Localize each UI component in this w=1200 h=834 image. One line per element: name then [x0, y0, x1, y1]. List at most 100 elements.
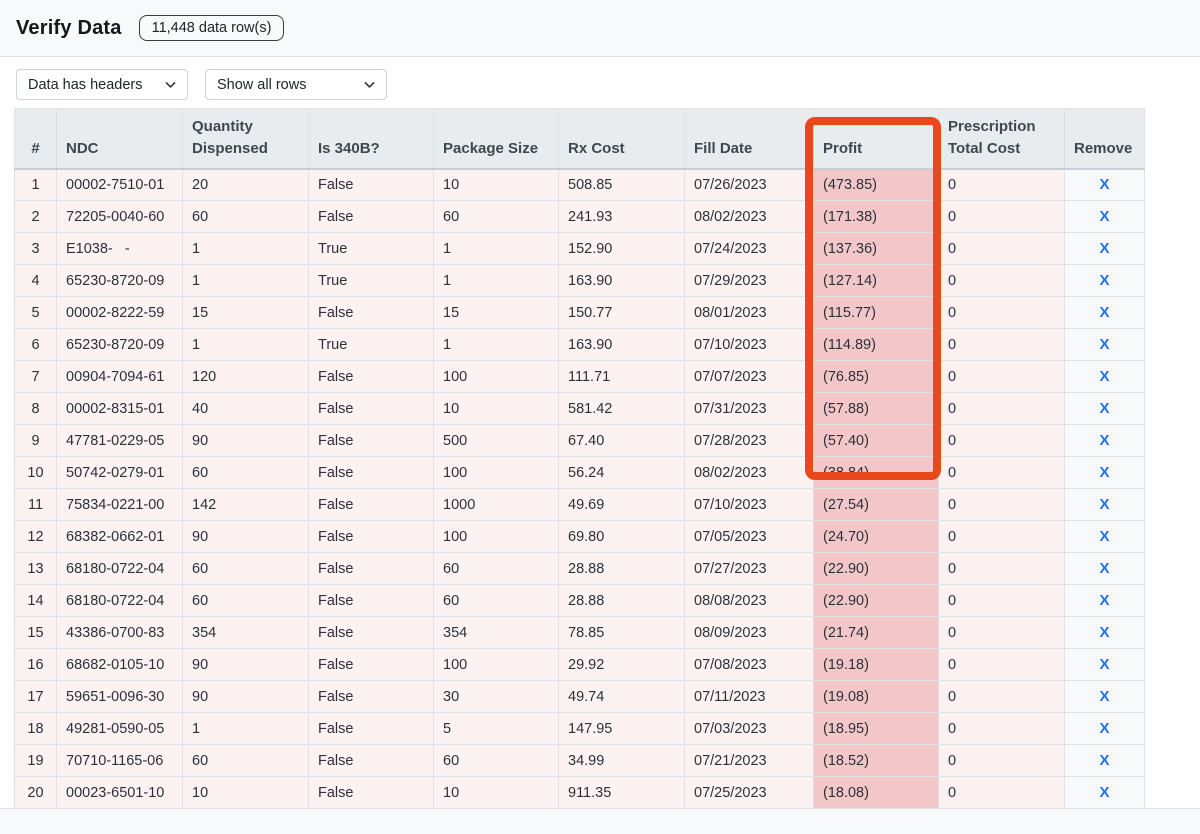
remove-row-link[interactable]: X	[1099, 720, 1110, 737]
cell-profit: (57.40)	[813, 424, 939, 457]
remove-row-link[interactable]: X	[1099, 528, 1110, 545]
cell-rx-total-cost: 0	[938, 744, 1065, 777]
cell-package-size: 60	[433, 584, 559, 617]
show-all-rows-select[interactable]: Show all rows	[205, 69, 387, 100]
remove-row-link[interactable]: X	[1099, 592, 1110, 609]
cell-profit: (38.84)	[813, 456, 939, 489]
cell-package-size: 5	[433, 712, 559, 745]
remove-row-link[interactable]: X	[1099, 208, 1110, 225]
data-has-headers-select[interactable]: Data has headers	[16, 69, 188, 100]
cell-num: 19	[14, 744, 57, 777]
cell-ndc: 65230-8720-09	[56, 264, 183, 297]
column-header-quantity-dispensed: Quantity Dispensed	[182, 108, 309, 170]
cell-fill-date: 07/26/2023	[684, 168, 814, 201]
verify-data-table-wrap: # NDC Quantity Dispensed Is 340B? Package Si…	[14, 108, 1186, 809]
remove-row-link[interactable]: X	[1099, 432, 1110, 449]
remove-row-link[interactable]: X	[1099, 304, 1110, 321]
cell-profit: (18.95)	[813, 712, 939, 745]
cell-remove: X	[1064, 648, 1145, 681]
cell-rx-cost: 152.90	[558, 232, 685, 265]
remove-row-link[interactable]: X	[1099, 688, 1110, 705]
remove-row-link[interactable]: X	[1099, 656, 1110, 673]
cell-qty: 90	[182, 680, 309, 713]
cell-ndc: 47781-0229-05	[56, 424, 183, 457]
cell-fill-date: 07/11/2023	[684, 680, 814, 713]
remove-row-link[interactable]: X	[1099, 560, 1110, 577]
column-header-package-size: Package Size	[433, 108, 559, 170]
cell-is-340b: False	[308, 200, 434, 233]
table-row: 5 00002-8222-59 15 False 15 150.77 08/01/2023(…	[14, 296, 1145, 329]
cell-profit: (22.90)	[813, 552, 939, 585]
cell-remove: X	[1064, 232, 1145, 265]
page-header-bar: Verify Data 11,448 data row(s)	[0, 0, 1200, 57]
column-header-profit: Profit	[813, 108, 939, 170]
table-row: 11 75834-0221-00 142 False 1000 49.69 07/10/20…	[14, 488, 1145, 521]
cell-is-340b: False	[308, 776, 434, 809]
remove-row-link[interactable]: X	[1099, 784, 1110, 801]
table-row: 2 72205-0040-60 60 False 60 241.93 08/02/2023(…	[14, 200, 1145, 233]
remove-row-link[interactable]: X	[1099, 464, 1110, 481]
cell-rx-cost: 49.74	[558, 680, 685, 713]
remove-row-link[interactable]: X	[1099, 624, 1110, 641]
cell-rx-cost: 56.24	[558, 456, 685, 489]
cell-num: 10	[14, 456, 57, 489]
remove-row-link[interactable]: X	[1099, 496, 1110, 513]
cell-rx-total-cost: 0	[938, 712, 1065, 745]
cell-profit: (76.85)	[813, 360, 939, 393]
cell-remove: X	[1064, 488, 1145, 521]
cell-rx-total-cost: 0	[938, 168, 1065, 201]
cell-rx-total-cost: 0	[938, 648, 1065, 681]
cell-qty: 40	[182, 392, 309, 425]
remove-row-link[interactable]: X	[1099, 272, 1110, 289]
cell-ndc: 68180-0722-04	[56, 584, 183, 617]
cell-rx-total-cost: 0	[938, 552, 1065, 585]
cell-rx-cost: 34.99	[558, 744, 685, 777]
cell-remove: X	[1064, 616, 1145, 649]
cell-fill-date: 07/28/2023	[684, 424, 814, 457]
cell-remove: X	[1064, 168, 1145, 201]
cell-rx-total-cost: 0	[938, 328, 1065, 361]
cell-remove: X	[1064, 776, 1145, 809]
cell-package-size: 1	[433, 264, 559, 297]
table-row: 14 68180-0722-04 60 False 60 28.88 08/08/2023(…	[14, 584, 1145, 617]
cell-is-340b: True	[308, 264, 434, 297]
column-header-prescription-total-cost: Prescription Total Cost	[938, 108, 1065, 170]
row-count-badge: 11,448 data row(s)	[138, 15, 285, 41]
cell-num: 16	[14, 648, 57, 681]
remove-row-link[interactable]: X	[1099, 368, 1110, 385]
cell-remove: X	[1064, 328, 1145, 361]
cell-is-340b: False	[308, 456, 434, 489]
data-has-headers-select-value: Data has headers	[28, 76, 143, 93]
cell-rx-total-cost: 0	[938, 584, 1065, 617]
cell-num: 20	[14, 776, 57, 809]
cell-is-340b: False	[308, 712, 434, 745]
table-row: 13 68180-0722-04 60 False 60 28.88 07/27/2023(…	[14, 552, 1145, 585]
cell-ndc: 49281-0590-05	[56, 712, 183, 745]
cell-ndc: 65230-8720-09	[56, 328, 183, 361]
cell-profit: (114.89)	[813, 328, 939, 361]
cell-package-size: 1000	[433, 488, 559, 521]
cell-package-size: 10	[433, 168, 559, 201]
cell-fill-date: 07/27/2023	[684, 552, 814, 585]
remove-row-link[interactable]: X	[1099, 400, 1110, 417]
cell-package-size: 10	[433, 776, 559, 809]
cell-is-340b: True	[308, 328, 434, 361]
cell-ndc: 00023-6501-10	[56, 776, 183, 809]
remove-row-link[interactable]: X	[1099, 176, 1110, 194]
table-row: 8 00002-8315-01 40 False 10 581.42 07/31/2023(…	[14, 392, 1145, 425]
remove-row-link[interactable]: X	[1099, 336, 1110, 353]
cell-fill-date: 07/31/2023	[684, 392, 814, 425]
cell-remove: X	[1064, 584, 1145, 617]
cell-profit: (137.36)	[813, 232, 939, 265]
cell-package-size: 100	[433, 520, 559, 553]
cell-profit: (115.77)	[813, 296, 939, 329]
cell-remove: X	[1064, 296, 1145, 329]
remove-row-link[interactable]: X	[1099, 240, 1110, 257]
table-row: 9 47781-0229-05 90 False 500 67.40 07/28/2023(…	[14, 424, 1145, 457]
cell-qty: 90	[182, 648, 309, 681]
page-footer-bar	[0, 808, 1200, 834]
cell-fill-date: 07/03/2023	[684, 712, 814, 745]
column-header-ndc: NDC	[56, 108, 183, 170]
table-row: 7 00904-7094-61 120 False 100 111.71 07/07/202…	[14, 360, 1145, 393]
remove-row-link[interactable]: X	[1099, 752, 1110, 769]
